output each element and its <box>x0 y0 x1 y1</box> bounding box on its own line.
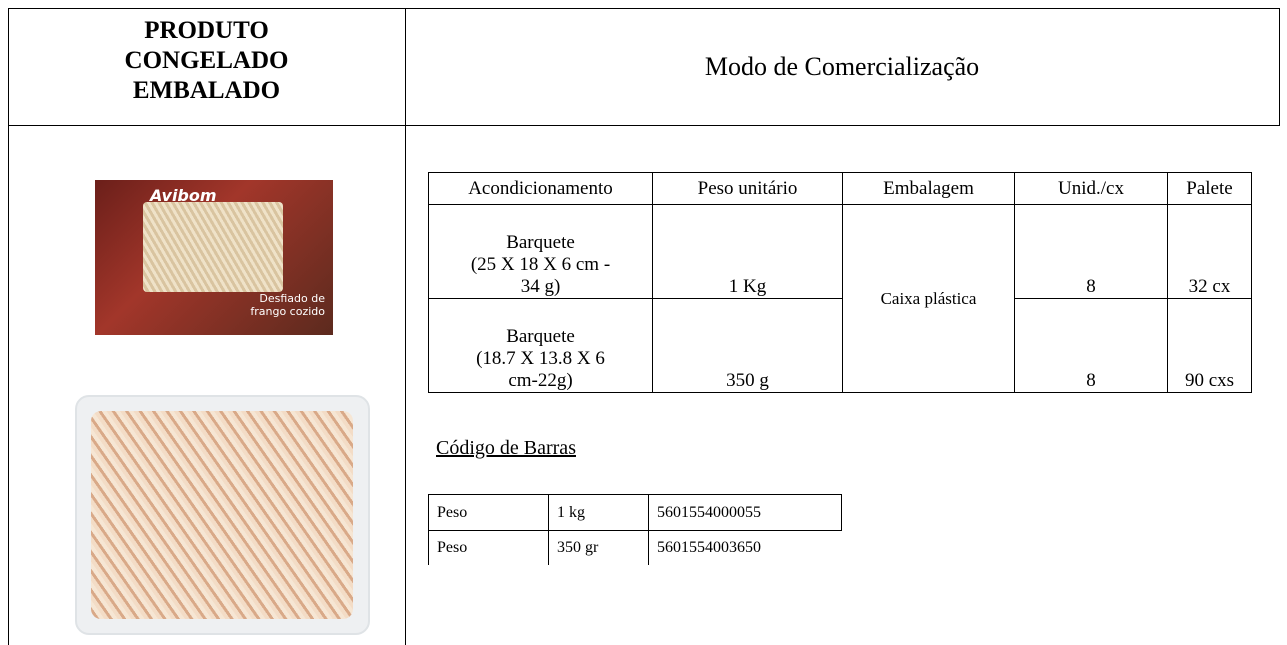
text-line: cm-22g) <box>508 370 573 391</box>
cell: Barquete (25 X 18 X 6 cm -34 g) <box>428 204 653 299</box>
text-line: (18.7 X 13.8 X 6 <box>476 348 605 369</box>
border <box>8 8 1280 9</box>
cell: 32 cx <box>1167 204 1252 299</box>
text-line: Barquete <box>506 232 575 253</box>
column-header: Peso unitário <box>652 172 843 205</box>
product-label: Desfiado de frango cozido <box>250 292 325 318</box>
cell: 90 cxs <box>1167 298 1252 393</box>
text-line: Barquete <box>506 326 575 347</box>
column-header: Palete <box>1167 172 1252 205</box>
photo-content <box>91 411 353 619</box>
heading-line: CONGELADO <box>124 47 289 74</box>
border <box>8 125 1280 126</box>
border <box>405 8 406 645</box>
column-header: Unid./cx <box>1014 172 1168 205</box>
cell: Peso <box>428 494 548 530</box>
brand: Avibom <box>150 186 217 205</box>
packaging-cell: Caixa plástica <box>842 204 1015 393</box>
column-header: Acondicionamento <box>428 172 653 205</box>
tray-photo <box>75 395 370 635</box>
cell: 5601554003650 <box>648 530 842 565</box>
border <box>1279 8 1280 126</box>
text-line: 34 g) <box>520 276 561 297</box>
photo-content <box>143 202 283 292</box>
cell: 8 <box>1014 298 1168 393</box>
barcode-title: Código de Barras <box>436 437 576 459</box>
product-heading: PRODUTO CONGELADO EMBALADO <box>8 16 405 106</box>
heading-line: PRODUTO <box>144 17 269 44</box>
cell: Peso <box>428 530 548 565</box>
text-line: (25 X 18 X 6 cm - <box>470 254 611 275</box>
package-photo: Avibom Desfiado de frango cozido <box>95 180 333 335</box>
cell: 1 kg <box>548 494 648 530</box>
cell: 8 <box>1014 204 1168 299</box>
cell: 350 g <box>652 298 843 393</box>
cell: 350 gr <box>548 530 648 565</box>
border <box>8 8 9 645</box>
cell: 5601554000055 <box>648 494 842 530</box>
heading-line: EMBALADO <box>132 77 281 104</box>
cell: Barquete (18.7 X 13.8 X 6 cm-22g) <box>428 298 653 393</box>
section-title: Modo de Comercialização <box>704 52 980 81</box>
cell: 1 Kg <box>652 204 843 299</box>
column-header: Embalagem <box>842 172 1015 205</box>
